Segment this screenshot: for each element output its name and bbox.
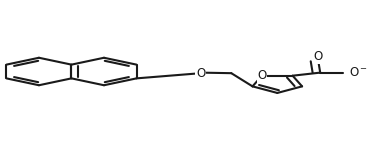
Text: O: O	[196, 67, 205, 80]
Text: −: −	[359, 64, 366, 73]
Text: O: O	[314, 50, 323, 63]
Text: O: O	[257, 69, 267, 82]
Text: O: O	[350, 66, 359, 79]
